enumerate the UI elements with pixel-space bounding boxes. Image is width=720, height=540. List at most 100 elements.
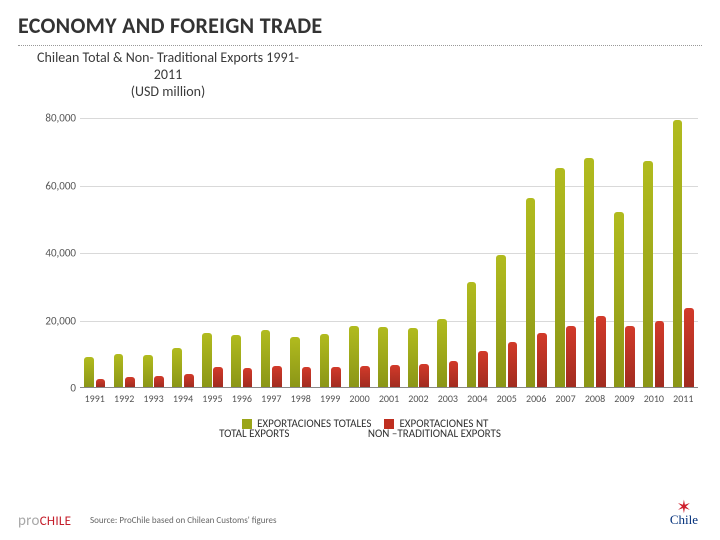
x-tick-label: 1992 xyxy=(114,392,134,405)
y-tick-label: 40,000 xyxy=(28,247,76,260)
x-tick-label: 2011 xyxy=(673,392,693,405)
bar-group xyxy=(202,118,223,387)
bar-group xyxy=(143,118,164,387)
bar xyxy=(202,333,212,387)
bar xyxy=(331,367,341,387)
x-tick-label: 2008 xyxy=(585,392,605,405)
bar xyxy=(496,255,506,387)
bar xyxy=(290,337,300,387)
bar xyxy=(596,316,606,387)
x-tick-label: 2002 xyxy=(408,392,428,405)
x-tick-label: 2009 xyxy=(614,392,634,405)
bar xyxy=(673,120,683,387)
bar xyxy=(419,364,429,387)
bar xyxy=(213,367,223,387)
x-tick-label: 2001 xyxy=(379,392,399,405)
bar xyxy=(320,334,330,387)
x-tick-label: 2005 xyxy=(497,392,517,405)
bar-group xyxy=(231,118,252,387)
prochile-logo-chile: CHILE xyxy=(40,514,72,529)
bar xyxy=(555,168,565,387)
bar-group xyxy=(290,118,311,387)
bar xyxy=(537,333,547,387)
x-tick-label: 1994 xyxy=(173,392,193,405)
x-tick-label: 1995 xyxy=(202,392,222,405)
bar xyxy=(655,321,665,387)
x-axis-labels: 1991199219931994199519961997199819992000… xyxy=(80,392,698,406)
bar xyxy=(390,365,400,387)
bar-group xyxy=(378,118,399,387)
bar xyxy=(566,326,576,387)
bar xyxy=(154,376,164,387)
prochile-logo-pro: pro xyxy=(18,512,40,530)
legend-alt-nt: NON –TRADITIONAL EXPORTS xyxy=(368,427,501,440)
bar xyxy=(349,326,359,387)
bar-group xyxy=(555,118,576,387)
bar xyxy=(526,198,536,387)
bar xyxy=(184,374,194,388)
y-tick-label: 80,000 xyxy=(28,112,76,125)
bar xyxy=(172,348,182,387)
bar-group xyxy=(261,118,282,387)
bar xyxy=(684,308,694,387)
bar-group xyxy=(584,118,605,387)
bar xyxy=(467,282,477,387)
divider xyxy=(18,45,702,46)
bar-group xyxy=(84,118,105,387)
bar xyxy=(261,330,271,387)
bar xyxy=(437,319,447,387)
chile-mark-star-icon: ✶ xyxy=(670,502,698,512)
chart-title-line2: 2011 xyxy=(28,67,308,84)
source-note: Source: ProChile based on Chilean Custom… xyxy=(90,515,277,526)
bar xyxy=(125,377,135,387)
page-title: ECONOMY AND FOREIGN TRADE xyxy=(0,0,720,45)
bar xyxy=(478,351,488,387)
bar-group xyxy=(408,118,429,387)
x-tick-label: 2010 xyxy=(644,392,664,405)
x-tick-label: 1991 xyxy=(85,392,105,405)
bar-group xyxy=(673,118,694,387)
x-tick-label: 2007 xyxy=(555,392,575,405)
bar-group xyxy=(437,118,458,387)
x-tick-label: 2003 xyxy=(438,392,458,405)
bar-group xyxy=(496,118,517,387)
bar xyxy=(614,212,624,388)
bar xyxy=(360,366,370,387)
x-tick-label: 2006 xyxy=(526,392,546,405)
bar xyxy=(243,368,253,387)
chart-title: Chilean Total & Non- Traditional Exports… xyxy=(28,50,308,100)
chile-mark-text: Chile xyxy=(670,512,698,528)
bar xyxy=(143,355,153,387)
bar xyxy=(643,161,653,387)
bar-group xyxy=(172,118,193,387)
bar xyxy=(302,367,312,387)
bar xyxy=(114,354,124,387)
y-tick-label: 0 xyxy=(28,382,76,395)
bar-group xyxy=(467,118,488,387)
bar xyxy=(378,327,388,387)
x-tick-label: 1993 xyxy=(143,392,163,405)
bar-group xyxy=(643,118,664,387)
bar-group xyxy=(614,118,635,387)
chart-area: 020,00040,00060,00080,000 19911992199319… xyxy=(28,118,698,418)
legend: EXPORTACIONES TOTALES EXPORTACIONES NT T… xyxy=(0,418,720,440)
bar-group xyxy=(349,118,370,387)
x-tick-label: 1996 xyxy=(232,392,252,405)
bar xyxy=(449,361,459,387)
x-tick-label: 1997 xyxy=(261,392,281,405)
legend-alt-total: TOTAL EXPORTS xyxy=(219,427,289,440)
y-tick-label: 60,000 xyxy=(28,179,76,192)
prochile-logo: proCHILE xyxy=(18,512,71,530)
x-tick-label: 2004 xyxy=(467,392,487,405)
chile-mark-logo: ✶ Chile xyxy=(670,502,698,528)
chart-title-line3: (USD million) xyxy=(28,84,308,101)
bar-group xyxy=(320,118,341,387)
bar xyxy=(508,342,518,387)
bar-container xyxy=(80,118,698,387)
bar xyxy=(272,366,282,387)
bar-group xyxy=(526,118,547,387)
bar xyxy=(408,328,418,387)
bar-group xyxy=(114,118,135,387)
bar xyxy=(584,158,594,388)
bar xyxy=(231,335,241,387)
